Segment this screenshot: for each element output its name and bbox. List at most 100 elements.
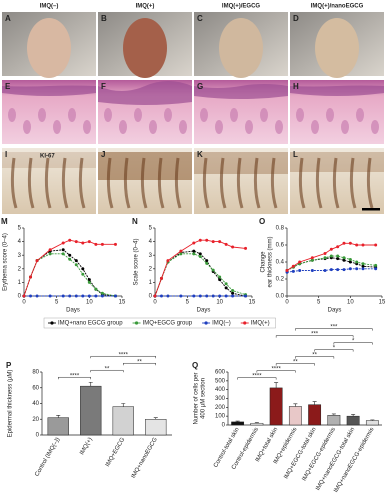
data-point <box>205 261 209 265</box>
error-bar <box>274 382 279 388</box>
data-point <box>48 252 52 256</box>
data-point <box>336 257 340 261</box>
bar <box>365 420 379 426</box>
data-point <box>218 294 222 298</box>
data-point <box>81 272 85 276</box>
bar <box>308 404 322 426</box>
y-tick-label: 3 <box>149 253 153 259</box>
follicle <box>253 157 261 209</box>
legend-marker <box>50 321 54 325</box>
x-axis-label: Days <box>197 308 211 314</box>
y-tick-label: 1 <box>149 280 153 286</box>
data-point <box>87 280 91 284</box>
epidermis <box>194 84 288 99</box>
data-point <box>35 294 39 298</box>
follicle <box>38 108 46 122</box>
data-point <box>61 294 65 298</box>
legend-label: IMQ(+) <box>251 321 270 327</box>
follicle <box>371 120 379 134</box>
data-point <box>361 243 365 247</box>
data-point <box>211 268 215 272</box>
data-point <box>336 254 340 258</box>
y-tick-label: 0.2 <box>276 277 285 283</box>
column-label: IMQ(–) <box>40 4 59 10</box>
data-point <box>342 268 346 272</box>
panel-letter: M <box>1 217 8 226</box>
follicle <box>275 120 283 134</box>
follicle <box>349 157 357 209</box>
data-point <box>361 267 365 271</box>
follicle <box>179 120 187 134</box>
data-point <box>336 268 340 272</box>
significance-label: ** <box>137 359 142 365</box>
y-tick-label: 0 <box>222 423 226 429</box>
follicle <box>149 120 157 134</box>
follicle <box>296 108 304 122</box>
significance-bracket <box>256 370 296 373</box>
data-point <box>342 241 346 245</box>
error-bar <box>153 417 158 420</box>
data-point <box>94 242 98 246</box>
epidermis <box>2 85 96 96</box>
follicle <box>326 108 334 122</box>
follicle <box>311 120 319 134</box>
data-point <box>336 245 340 249</box>
panel-letter: Q <box>192 361 198 370</box>
data-point <box>211 294 215 298</box>
follicle <box>332 157 340 209</box>
data-point <box>205 238 209 242</box>
significance-label: ** <box>105 366 110 372</box>
follicle <box>219 157 227 209</box>
follicle <box>68 108 76 122</box>
panel-letter: P <box>6 361 12 370</box>
y-tick-label: 0 <box>149 294 153 300</box>
follicle <box>315 157 323 209</box>
data-point <box>94 294 98 298</box>
error-bar <box>121 403 126 407</box>
significance-label: *** <box>311 332 319 338</box>
significance-label: **** <box>252 374 262 380</box>
error-bar <box>235 420 240 422</box>
data-point <box>355 260 359 264</box>
follicle <box>123 157 131 209</box>
bar <box>231 421 245 426</box>
data-point <box>159 294 163 298</box>
data-point <box>310 256 314 260</box>
panel-letter: B <box>101 14 107 23</box>
error-bar <box>56 415 61 418</box>
bar <box>112 406 134 436</box>
follicle <box>356 108 364 122</box>
y-axis-label: Number of cells per <box>194 372 200 424</box>
ear <box>315 18 359 78</box>
y-tick-label: 200 <box>215 405 226 411</box>
significance-label: **** <box>119 352 129 358</box>
data-point <box>179 294 183 298</box>
follicle <box>202 157 210 209</box>
data-point <box>231 289 235 293</box>
data-point <box>224 242 228 246</box>
y-tick-label: 0 <box>36 433 40 439</box>
legend-box <box>43 317 276 329</box>
data-point <box>348 260 352 264</box>
data-point <box>244 246 248 250</box>
panel-letter: N <box>132 217 138 226</box>
data-point <box>285 269 289 272</box>
follicle <box>174 157 182 209</box>
data-point <box>192 252 196 256</box>
data-point <box>310 269 314 272</box>
data-point <box>329 247 333 251</box>
column-label: IMQ(+)/nanoEGCG <box>311 4 364 10</box>
data-point <box>61 248 65 252</box>
panel-letter: E <box>5 82 11 91</box>
data-point <box>61 241 65 245</box>
follicle <box>245 120 253 134</box>
data-point <box>310 258 314 262</box>
y-tick-label: 600 <box>215 370 226 376</box>
follicle <box>270 157 278 209</box>
data-point <box>218 278 222 282</box>
data-point <box>68 257 72 261</box>
follicle <box>83 120 91 134</box>
y-axis-label: ear thickness (mm) <box>268 236 274 287</box>
data-point <box>87 278 91 282</box>
y-tick-label: 40 <box>32 401 39 407</box>
